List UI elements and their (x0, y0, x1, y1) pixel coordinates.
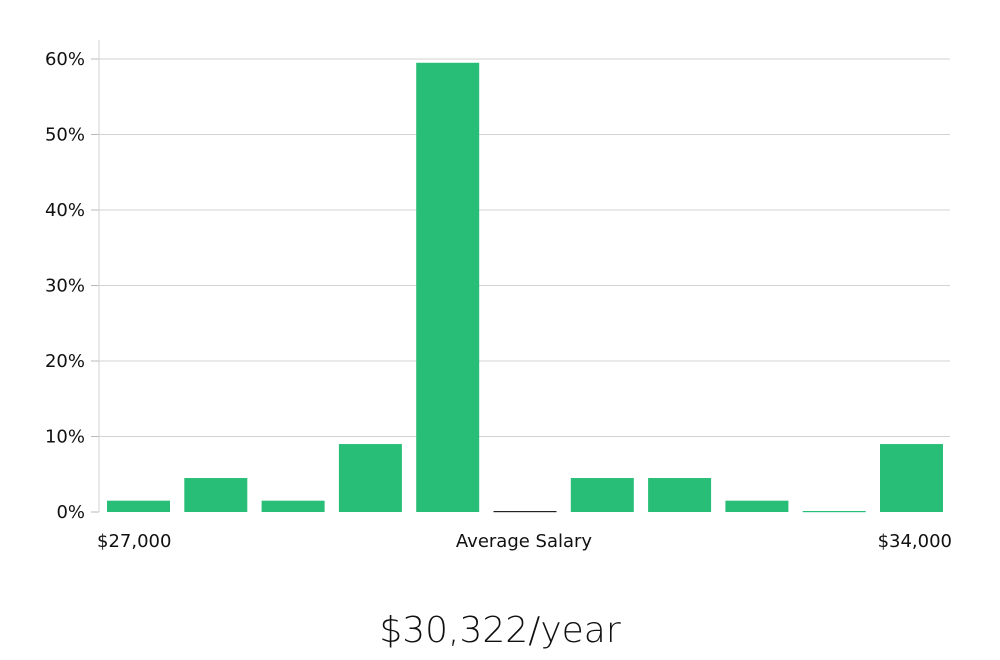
histogram-bar (493, 511, 557, 513)
histogram-bar (880, 444, 943, 512)
gridlines (99, 58, 950, 437)
average-salary-headline: $30,322/year (379, 610, 621, 651)
x-axis-title: Average Salary (456, 531, 593, 552)
histogram-bar (802, 511, 866, 513)
histogram-bar (107, 500, 170, 512)
histogram-bar (184, 478, 248, 512)
x-label-max: $34,000 (878, 531, 952, 552)
histogram-bar (725, 500, 789, 512)
y-tick-label: 60% (45, 49, 85, 70)
y-tick-label: 0% (56, 502, 85, 523)
histogram-bar (261, 500, 325, 512)
y-tick-label: 30% (45, 276, 85, 297)
histogram-bar (338, 444, 402, 512)
histogram-bar (416, 62, 480, 513)
histogram-bar (570, 478, 634, 512)
x-label-min: $27,000 (97, 531, 171, 552)
bars (107, 62, 943, 513)
salary-histogram: 0% 10% 20% 30% 40% 50% 60% $27,000 Average Sal… (45, 40, 952, 552)
y-tick-label: 20% (45, 351, 85, 372)
y-tick-label: 40% (45, 200, 85, 221)
y-axis-ticks: 0% 10% 20% 30% 40% 50% 60% (45, 49, 99, 523)
y-tick-label: 10% (45, 427, 85, 448)
histogram-bar (648, 478, 712, 512)
y-tick-label: 50% (45, 125, 85, 146)
